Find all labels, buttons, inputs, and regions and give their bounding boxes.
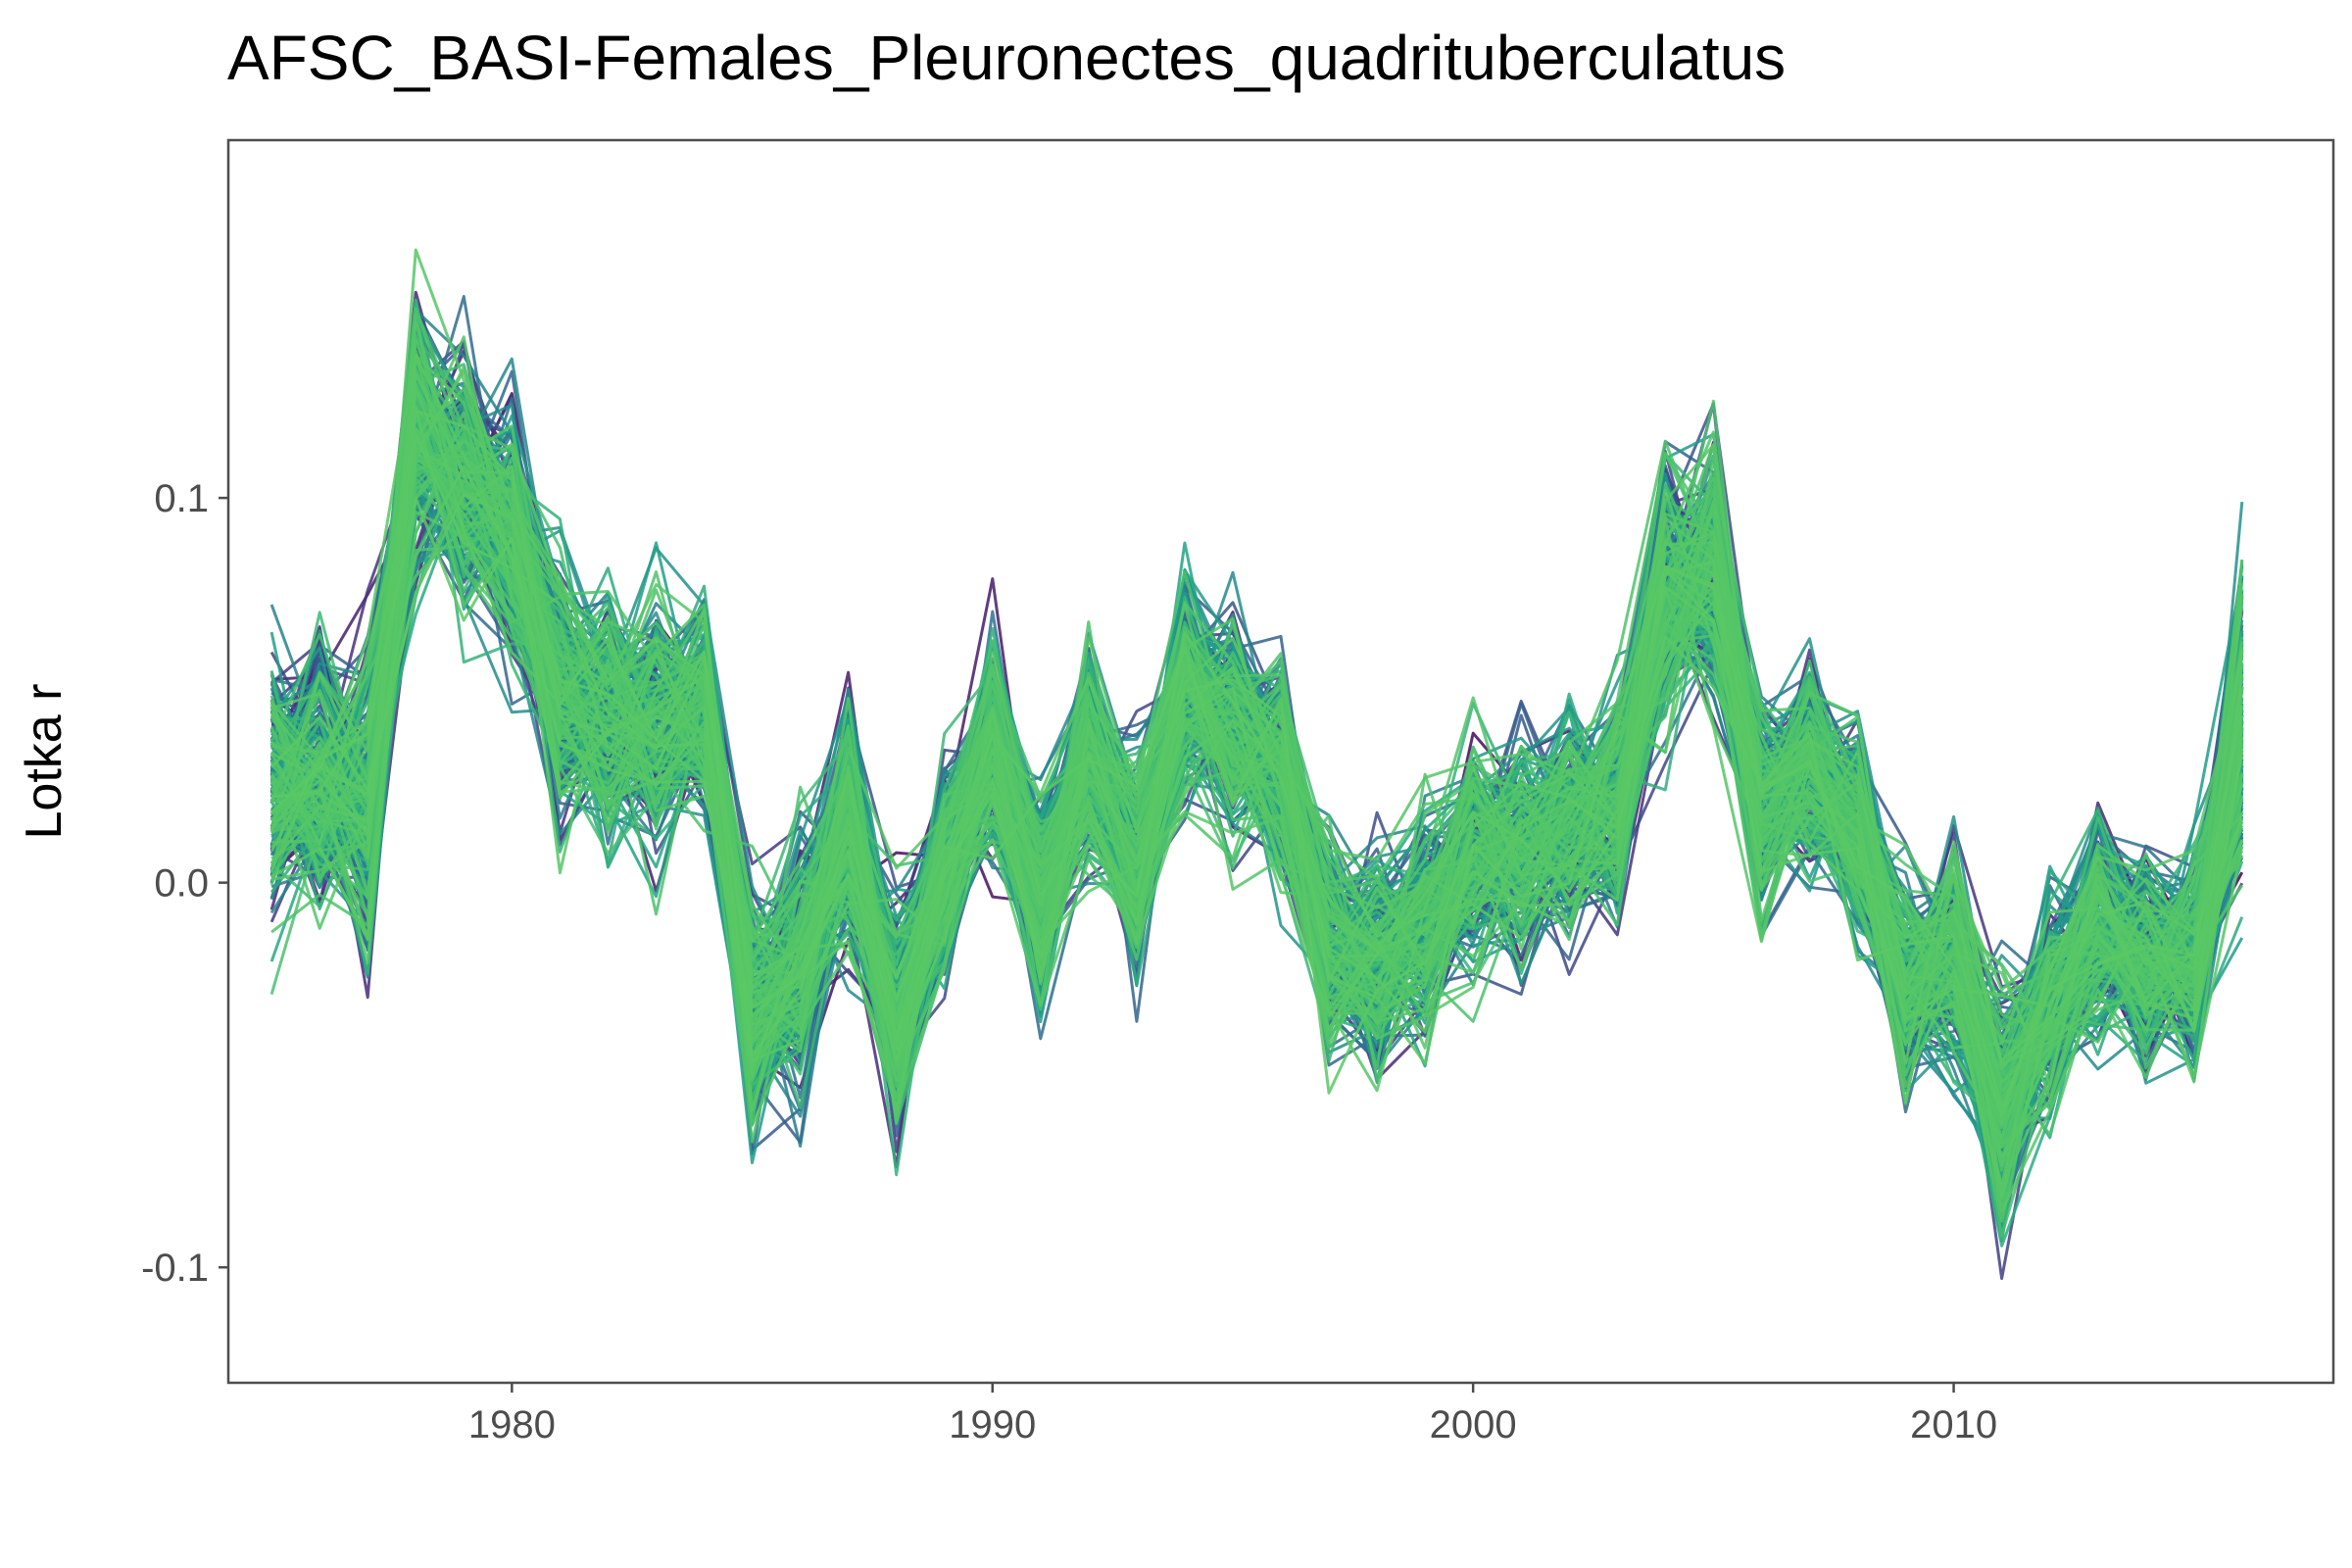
series-line: [270, 409, 2244, 1069]
x-axis: 1980 1990 2000 2010: [468, 1383, 1997, 1446]
y-axis-title: Lotka r: [16, 684, 73, 840]
x-tick-label: 2010: [1910, 1403, 1997, 1446]
series-layer: [270, 248, 2244, 1281]
series-line: [270, 493, 2244, 1108]
x-tick-label: 1980: [468, 1403, 556, 1446]
y-tick-label: -0.1: [141, 1247, 209, 1290]
plot-panel-border: [226, 138, 2335, 1385]
series-line: [270, 369, 2244, 1100]
x-tick-label: 2000: [1430, 1403, 1517, 1446]
series-line: [270, 354, 2244, 1223]
series-line: [270, 372, 2244, 1050]
y-tick-label: 0.0: [154, 862, 209, 906]
series-line: [270, 496, 2244, 1118]
series-line: [270, 465, 2244, 1038]
chart-title: AFSC_BASI-Females_Pleuronectes_quadritub…: [227, 23, 1787, 93]
series-line: [270, 459, 2244, 1167]
y-axis: -0.1 0.0 0.1: [141, 477, 228, 1290]
series-line: [270, 448, 2244, 1125]
x-tick-label: 1990: [949, 1403, 1036, 1446]
series-line: [270, 433, 2244, 1075]
series-line: [270, 455, 2244, 1064]
y-tick-label: 0.1: [154, 477, 209, 520]
